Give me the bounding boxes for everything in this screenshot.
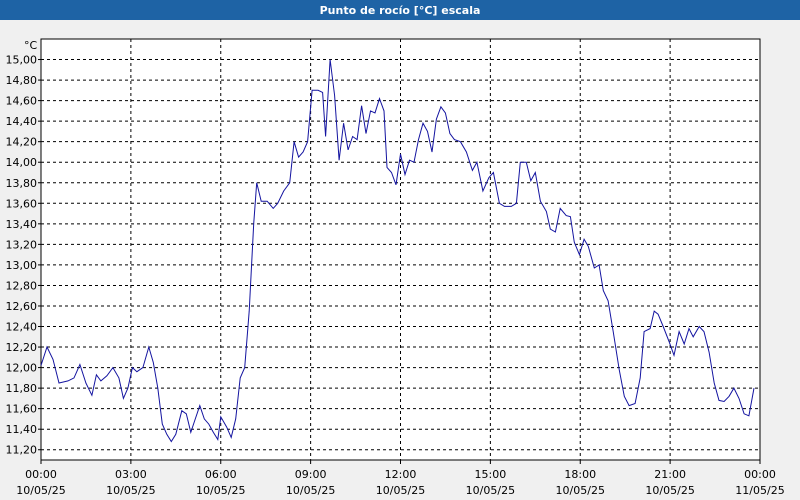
y-tick-label: 11,40 bbox=[6, 423, 38, 436]
x-tick-date: 10/05/25 bbox=[106, 484, 155, 497]
x-tick-label: 18:00 bbox=[564, 468, 596, 481]
y-tick-label: 14,60 bbox=[6, 95, 38, 108]
y-tick-label: 11,80 bbox=[6, 382, 38, 395]
x-tick-label: 09:00 bbox=[295, 468, 327, 481]
y-tick-label: 14,40 bbox=[6, 115, 38, 128]
x-tick-label: 00:00 bbox=[25, 468, 57, 481]
title-bar bbox=[0, 0, 800, 20]
y-unit: °C bbox=[24, 39, 38, 52]
x-tick-label: 15:00 bbox=[475, 468, 507, 481]
y-tick-label: 12,20 bbox=[6, 341, 38, 354]
x-tick-date: 10/05/25 bbox=[645, 484, 694, 497]
y-tick-label: 14,00 bbox=[6, 156, 38, 169]
y-tick-label: 13,40 bbox=[6, 218, 38, 231]
y-tick-label: 12,40 bbox=[6, 321, 38, 334]
y-tick-label: 11,60 bbox=[6, 403, 38, 416]
x-tick-label: 00:00 bbox=[744, 468, 776, 481]
y-tick-label: 14,80 bbox=[6, 74, 38, 87]
y-tick-label: 11,20 bbox=[6, 444, 38, 457]
y-tick-label: 13,80 bbox=[6, 177, 38, 190]
x-tick-date: 10/05/25 bbox=[196, 484, 245, 497]
y-tick-label: 12,60 bbox=[6, 300, 38, 313]
x-tick-label: 06:00 bbox=[205, 468, 237, 481]
x-tick-date: 10/05/25 bbox=[16, 484, 65, 497]
y-tick-label: 12,00 bbox=[6, 362, 38, 375]
data-line bbox=[40, 59, 755, 443]
y-tick-label: 13,20 bbox=[6, 238, 38, 251]
x-tick-date: 10/05/25 bbox=[466, 484, 515, 497]
chart-title: Punto de rocío [°C] escala bbox=[320, 4, 481, 17]
x-tick-date: 10/05/25 bbox=[556, 484, 605, 497]
y-tick-label: 14,20 bbox=[6, 136, 38, 149]
y-tick-label: 12,80 bbox=[6, 279, 38, 292]
x-tick-label: 03:00 bbox=[115, 468, 147, 481]
x-tick-label: 12:00 bbox=[385, 468, 417, 481]
y-tick-label: 15,00 bbox=[6, 54, 38, 67]
y-tick-label: 13,00 bbox=[6, 259, 38, 272]
y-tick-label: 13,60 bbox=[6, 197, 38, 210]
x-tick-date: 11/05/25 bbox=[735, 484, 784, 497]
x-tick-date: 10/05/25 bbox=[376, 484, 425, 497]
x-tick-date: 10/05/25 bbox=[286, 484, 335, 497]
x-tick-label: 21:00 bbox=[654, 468, 686, 481]
